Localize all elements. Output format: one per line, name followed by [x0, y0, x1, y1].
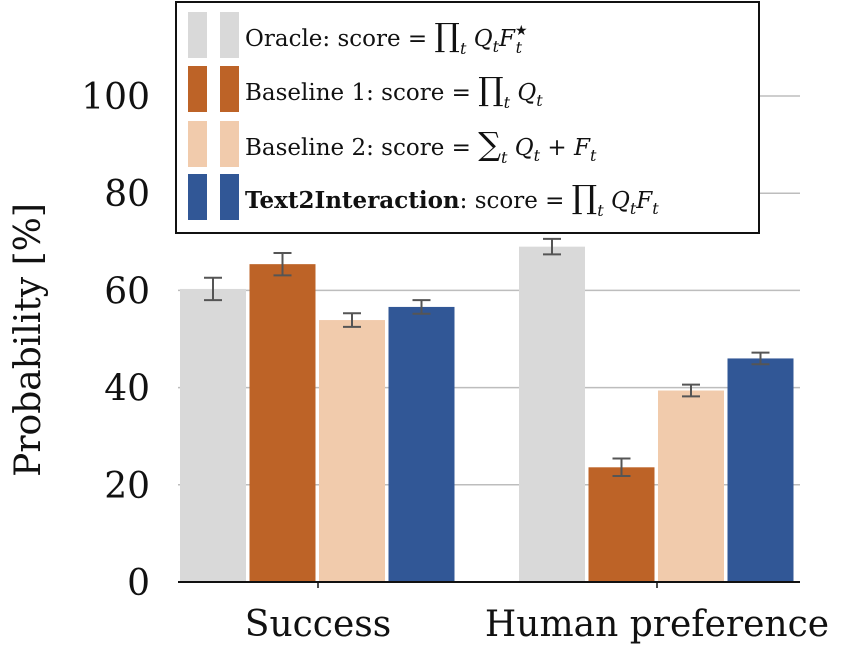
legend-swatch [220, 174, 239, 220]
legend-entry: Text2Interaction: score = ∏t QtFt [188, 174, 659, 220]
y-tick-label: 40 [104, 369, 150, 410]
error-bar [412, 299, 431, 315]
legend-label: Text2Interaction: score = ∏t QtFt [245, 178, 659, 220]
error-bar [273, 251, 292, 277]
error-bar [204, 276, 222, 302]
bars [180, 246, 794, 582]
x-category-labels: Success Human preference [245, 604, 829, 645]
legend-swatch [220, 121, 239, 167]
legend-label: Baseline 2: score = ∑t Qt + Ft [245, 125, 597, 167]
legend-entry: Oracle: score = ∏t QtF★ t [188, 12, 528, 58]
error-bar [751, 351, 770, 366]
legend-box [175, 1, 760, 234]
bar [249, 264, 316, 582]
legend-swatch [220, 12, 239, 58]
error-bar [682, 383, 700, 398]
x-category-label: Success [245, 604, 391, 645]
y-tick-labels: 0 20 40 60 80 100 [81, 77, 150, 604]
legend-swatch [220, 66, 239, 112]
legend-label: Baseline 1: score = ∏t Qt [245, 70, 543, 112]
bar [319, 320, 385, 582]
y-tick-label: 100 [81, 77, 150, 118]
error-bars [204, 237, 770, 478]
y-tick-label: 60 [104, 271, 150, 312]
error-bar [343, 312, 361, 328]
bar [180, 288, 246, 582]
legend-swatch [188, 66, 207, 112]
axes [178, 581, 800, 588]
bar [588, 467, 655, 582]
legend-entry: Baseline 1: score = ∏t Qt [188, 66, 543, 112]
x-category-label: Human preference [485, 604, 829, 645]
bar [727, 358, 794, 582]
error-bar [612, 457, 631, 478]
error-bar [543, 237, 561, 256]
legend-label: Oracle: score = ∏t QtF★ t [245, 16, 528, 58]
legend-swatch [188, 12, 207, 58]
y-axis-label: Probability [%] [8, 203, 49, 477]
y-tick-label: 80 [104, 174, 150, 215]
legend-entry: Baseline 2: score = ∑t Qt + Ft [188, 121, 597, 167]
y-tick-label: 0 [127, 563, 150, 604]
legend: Oracle: score = ∏t QtF★ t Baseline 1: scor… [175, 1, 760, 234]
bar [519, 246, 585, 582]
legend-swatch [188, 174, 207, 220]
y-tick-label: 20 [104, 466, 150, 507]
legend-swatch [188, 121, 207, 167]
bar [658, 390, 724, 582]
bar [388, 306, 455, 582]
